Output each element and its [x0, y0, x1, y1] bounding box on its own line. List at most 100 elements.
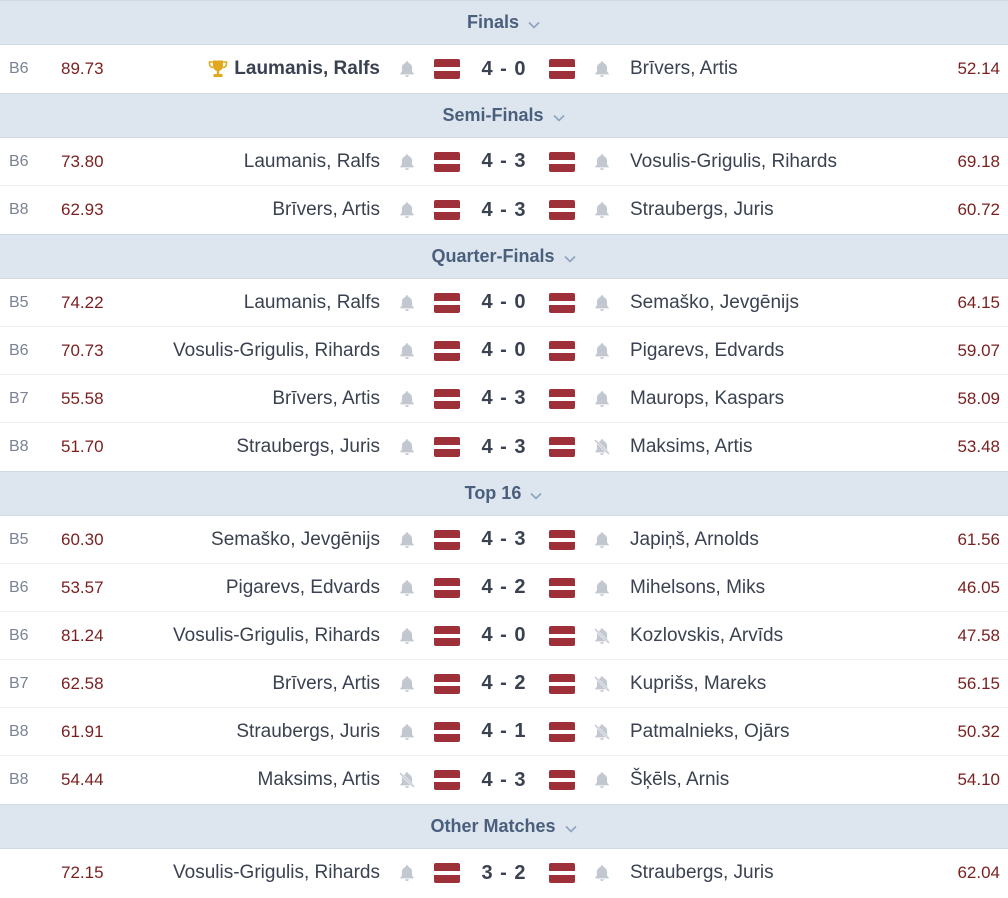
- bell-icon[interactable]: [397, 152, 417, 172]
- bell-icon[interactable]: [592, 152, 612, 172]
- bell-off-icon[interactable]: [592, 722, 612, 742]
- match-row[interactable]: B8 62.93 Brīvers, Artis 4 - 3 Straubergs, Ju…: [0, 186, 1008, 234]
- bell-icon[interactable]: [397, 863, 417, 883]
- player1-name[interactable]: Vosulis-Grigulis, Rihards: [173, 625, 380, 647]
- match-row[interactable]: B8 51.70 Straubergs, Juris 4 - 3 Maksims, Ar…: [0, 423, 1008, 471]
- match-row[interactable]: 72.15 Vosulis-Grigulis, Rihards 3 - 2 Strau…: [0, 849, 1008, 897]
- match-score[interactable]: 4 - 2: [481, 576, 527, 598]
- player2-name[interactable]: Straubergs, Juris: [630, 862, 774, 883]
- bell-icon[interactable]: [397, 59, 417, 79]
- player1-name[interactable]: Straubergs, Juris: [236, 436, 380, 458]
- player1-name[interactable]: Brīvers, Artis: [272, 673, 380, 695]
- match-score[interactable]: 4 - 3: [481, 387, 527, 409]
- chevron-down-icon[interactable]: [527, 16, 541, 30]
- bell-icon[interactable]: [397, 200, 417, 220]
- section-header[interactable]: Quarter-Finals: [0, 234, 1008, 279]
- player1-name[interactable]: Brīvers, Artis: [272, 199, 380, 221]
- match-row[interactable]: B6 53.57 Pigarevs, Edvards 4 - 2 Mihelsons, …: [0, 564, 1008, 612]
- match-score[interactable]: 4 - 3: [481, 150, 527, 172]
- match-row[interactable]: B6 89.73 Laumanis, Ralfs 4 - 0 Brīvers, Arti…: [0, 45, 1008, 93]
- match-score[interactable]: 4 - 0: [481, 57, 527, 80]
- match-score[interactable]: 4 - 0: [481, 339, 527, 361]
- player1-name[interactable]: Straubergs, Juris: [236, 721, 380, 743]
- player1-name[interactable]: Laumanis, Ralfs: [244, 292, 380, 314]
- match-score[interactable]: 4 - 3: [481, 198, 527, 221]
- player2-average: 47.58: [957, 625, 1000, 645]
- player2-name[interactable]: Pigarevs, Edvards: [630, 339, 785, 361]
- match-score[interactable]: 4 - 0: [481, 624, 527, 646]
- bell-icon[interactable]: [397, 437, 417, 457]
- match-row[interactable]: B5 60.30 Semaško, Jevgēnijs 4 - 3 Japiņš, Ar…: [0, 516, 1008, 564]
- match-row[interactable]: B8 61.91 Straubergs, Juris 4 - 1 Patmalnieks…: [0, 708, 1008, 756]
- player2-name[interactable]: Semaško, Jevgēnijs: [630, 291, 799, 313]
- match-row[interactable]: B8 54.44 Maksims, Artis 4 - 3 Šķēls, Arnis 54…: [0, 756, 1008, 804]
- bell-off-icon[interactable]: [592, 674, 612, 694]
- bell-icon[interactable]: [592, 770, 612, 790]
- bell-icon[interactable]: [592, 59, 612, 79]
- bell-icon[interactable]: [592, 341, 612, 361]
- player2-name[interactable]: Kuprišs, Mareks: [630, 672, 767, 694]
- bell-icon[interactable]: [397, 626, 417, 646]
- player2-name[interactable]: Kozlovskis, Arvīds: [630, 624, 784, 646]
- section-header[interactable]: Top 16: [0, 471, 1008, 516]
- chevron-down-icon[interactable]: [552, 109, 566, 123]
- bell-icon[interactable]: [592, 530, 612, 550]
- player1-name[interactable]: Brīvers, Artis: [272, 388, 380, 410]
- bell-icon[interactable]: [397, 674, 417, 694]
- bell-icon[interactable]: [592, 389, 612, 409]
- match-row[interactable]: B6 70.73 Vosulis-Grigulis, Rihards 4 - 0 Pig…: [0, 327, 1008, 375]
- match-row[interactable]: B7 55.58 Brīvers, Artis 4 - 3 Maurops, Kaspa…: [0, 375, 1008, 423]
- player2-name[interactable]: Patmalnieks, Ojārs: [630, 720, 790, 742]
- player1-name[interactable]: Laumanis, Ralfs: [244, 151, 380, 173]
- latvia-flag-icon: [434, 770, 460, 790]
- bell-icon[interactable]: [592, 578, 612, 598]
- player2-name[interactable]: Vosulis-Grigulis, Rihards: [630, 150, 837, 172]
- player1-name[interactable]: Maksims, Artis: [258, 769, 380, 791]
- player2-name[interactable]: Brīvers, Artis: [630, 58, 738, 79]
- bell-icon[interactable]: [592, 293, 612, 313]
- bell-off-icon[interactable]: [592, 626, 612, 646]
- section-header[interactable]: Other Matches: [0, 804, 1008, 849]
- bell-icon[interactable]: [397, 722, 417, 742]
- bell-icon[interactable]: [592, 200, 612, 220]
- player1-name[interactable]: Pigarevs, Edvards: [226, 577, 380, 599]
- match-score[interactable]: 4 - 3: [481, 435, 527, 458]
- bell-off-icon[interactable]: [592, 437, 612, 457]
- player1-average: 72.15: [61, 863, 104, 882]
- player1-name[interactable]: Laumanis, Ralfs: [207, 58, 380, 80]
- player2-name[interactable]: Maksims, Artis: [630, 436, 753, 457]
- bell-icon[interactable]: [397, 530, 417, 550]
- bell-icon[interactable]: [397, 389, 417, 409]
- bell-icon[interactable]: [397, 341, 417, 361]
- player1-average: 53.57: [61, 577, 104, 597]
- match-score[interactable]: 3 - 2: [481, 861, 527, 884]
- bell-icon[interactable]: [397, 293, 417, 313]
- match-row[interactable]: B7 62.58 Brīvers, Artis 4 - 2 Kuprišs, Marek…: [0, 660, 1008, 708]
- chevron-down-icon[interactable]: [563, 250, 577, 264]
- match-row[interactable]: B5 74.22 Laumanis, Ralfs 4 - 0 Semaško, Jevg…: [0, 279, 1008, 327]
- section-header[interactable]: Semi-Finals: [0, 93, 1008, 138]
- match-score[interactable]: 4 - 2: [481, 672, 527, 694]
- player2-name[interactable]: Straubergs, Juris: [630, 199, 774, 220]
- player1-name[interactable]: Semaško, Jevgēnijs: [211, 529, 380, 551]
- latvia-flag-icon: [434, 721, 460, 742]
- match-score[interactable]: 4 - 3: [481, 768, 527, 791]
- player2-average: 50.32: [957, 721, 1000, 741]
- match-score[interactable]: 4 - 1: [481, 720, 527, 742]
- player1-name[interactable]: Vosulis-Grigulis, Rihards: [173, 340, 380, 362]
- match-score[interactable]: 4 - 3: [481, 528, 527, 550]
- bell-icon[interactable]: [592, 863, 612, 883]
- chevron-down-icon[interactable]: [564, 820, 578, 834]
- player2-name[interactable]: Japiņš, Arnolds: [630, 528, 759, 550]
- player2-name[interactable]: Mihelsons, Miks: [630, 576, 766, 598]
- chevron-down-icon[interactable]: [529, 487, 543, 501]
- player2-name[interactable]: Šķēls, Arnis: [630, 769, 730, 790]
- player1-name[interactable]: Vosulis-Grigulis, Rihards: [173, 862, 380, 884]
- section-header[interactable]: Finals: [0, 0, 1008, 45]
- match-score[interactable]: 4 - 0: [481, 291, 527, 313]
- bell-off-icon[interactable]: [397, 770, 417, 790]
- match-row[interactable]: B6 73.80 Laumanis, Ralfs 4 - 3 Vosulis-Grigu…: [0, 138, 1008, 186]
- bell-icon[interactable]: [397, 578, 417, 598]
- match-row[interactable]: B6 81.24 Vosulis-Grigulis, Rihards 4 - 0 Koz…: [0, 612, 1008, 660]
- player2-name[interactable]: Maurops, Kaspars: [630, 387, 785, 409]
